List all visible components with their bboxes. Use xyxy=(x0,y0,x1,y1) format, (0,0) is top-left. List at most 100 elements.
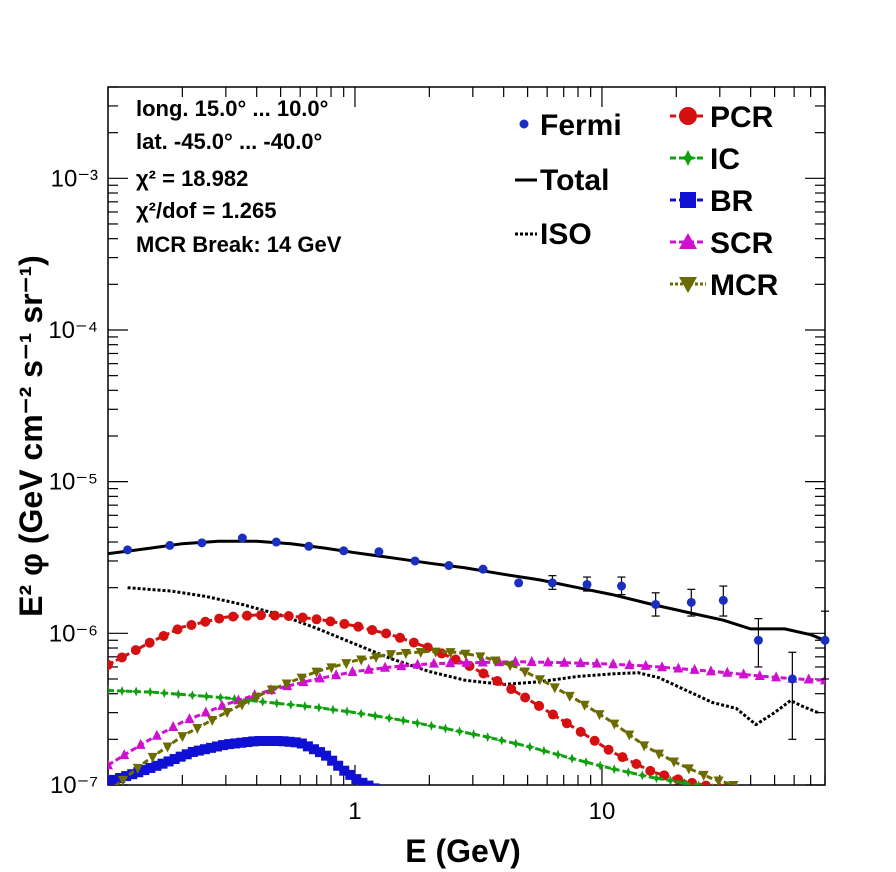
fermi-point xyxy=(444,561,454,571)
marker-ic xyxy=(108,685,113,696)
marker-ic xyxy=(159,688,170,699)
marker-br xyxy=(230,738,241,749)
marker-pcr xyxy=(547,709,558,720)
marker-pcr xyxy=(631,758,642,769)
marker-scr xyxy=(108,759,113,770)
marker-pcr xyxy=(242,610,253,621)
marker-mcr xyxy=(237,700,248,711)
marker-scr xyxy=(445,657,456,668)
marker-br xyxy=(193,745,204,756)
marker-ic xyxy=(609,764,620,775)
marker-ic xyxy=(496,735,507,746)
marker-pcr xyxy=(214,613,225,624)
marker-br xyxy=(315,747,326,758)
marker-br xyxy=(278,736,289,747)
marker-ic xyxy=(370,710,381,721)
series-layer xyxy=(108,539,825,785)
marker-ic xyxy=(538,745,549,756)
marker-scr xyxy=(168,721,179,732)
marker-pcr xyxy=(228,611,239,622)
marker-mcr xyxy=(698,770,709,781)
marker-mcr xyxy=(192,724,203,735)
marker-pcr xyxy=(283,610,294,621)
info-latitude: lat. -45.0° ... -40.0° xyxy=(136,129,322,154)
marker-br xyxy=(242,737,253,748)
fermi-point xyxy=(718,595,728,605)
marker-ic xyxy=(552,749,563,760)
marker-mcr xyxy=(207,715,218,726)
marker-scr xyxy=(689,663,700,674)
y-tick-label: 10⁻⁵ xyxy=(49,469,98,496)
marker-pcr xyxy=(645,765,656,776)
marker-ic xyxy=(271,698,282,709)
marker-scr xyxy=(184,713,195,724)
marker-mcr xyxy=(639,741,650,752)
marker-scr xyxy=(657,661,668,672)
legend-label-pcr: PCR xyxy=(710,101,774,134)
series-pcr xyxy=(108,610,724,785)
marker-scr xyxy=(298,676,309,687)
fermi-point xyxy=(478,564,488,574)
marker-mcr xyxy=(117,775,128,785)
marker-br xyxy=(321,750,332,761)
legend-symbol-ic xyxy=(670,150,706,166)
marker-mcr xyxy=(728,780,739,785)
marker-br xyxy=(163,756,174,767)
marker-scr xyxy=(200,706,211,717)
x-tick-label: 10 xyxy=(589,798,616,825)
marker-br xyxy=(369,783,380,785)
marker-br xyxy=(145,762,156,773)
marker-scr xyxy=(314,672,325,683)
marker-ic xyxy=(665,775,676,785)
marker-ic xyxy=(711,782,714,785)
marker-pcr xyxy=(158,630,169,641)
marker-ic xyxy=(524,741,535,752)
marker-pcr xyxy=(353,621,364,632)
marker-scr xyxy=(673,662,684,673)
marker-pcr xyxy=(617,752,628,763)
fermi-points xyxy=(123,533,830,740)
y-tick-label: 10⁻⁴ xyxy=(48,317,98,344)
marker-pcr xyxy=(116,652,127,663)
marker-br xyxy=(290,737,301,748)
marker-pcr xyxy=(478,668,489,679)
marker-scr xyxy=(380,661,391,672)
marker-mcr xyxy=(162,742,173,753)
y-tick-label: 10⁻⁷ xyxy=(50,772,98,799)
marker-br xyxy=(109,774,120,785)
marker-br xyxy=(175,751,186,762)
legend-label-iso: ISO xyxy=(540,218,592,251)
fermi-point xyxy=(547,578,557,588)
marker-br xyxy=(205,742,216,753)
marker-ic xyxy=(623,767,634,778)
marker-pcr xyxy=(130,645,141,656)
fermi-point xyxy=(651,599,661,609)
marker-br xyxy=(308,744,319,755)
info-longitude: long. 15.0° ... 10.0° xyxy=(136,96,328,121)
marker-ic xyxy=(117,685,128,696)
marker-ic xyxy=(145,687,156,698)
marker-ic xyxy=(637,770,648,781)
marker-scr xyxy=(640,659,651,670)
marker-mcr xyxy=(356,655,367,666)
marker-pcr xyxy=(381,628,392,639)
marker-scr xyxy=(705,665,716,676)
marker-ic xyxy=(384,713,395,724)
fermi-point xyxy=(271,537,281,547)
info-mcr-break: MCR Break: 14 GeV xyxy=(136,232,342,257)
marker-mcr xyxy=(147,752,158,763)
legend: Fermi Total ISO PCR IC BR SCR xyxy=(515,101,779,302)
marker-mcr xyxy=(624,730,635,741)
marker-ic xyxy=(694,780,703,785)
marker-pcr xyxy=(422,642,433,653)
series-mcr xyxy=(114,647,739,785)
legend-symbol-pcr xyxy=(670,107,706,125)
marker-br xyxy=(345,769,356,780)
marker-pcr xyxy=(325,616,336,627)
marker-pcr xyxy=(255,610,266,621)
marker-pcr xyxy=(172,624,183,635)
marker-br xyxy=(181,749,192,760)
marker-scr xyxy=(461,656,472,667)
legend-symbol-br xyxy=(670,192,706,208)
marker-mcr xyxy=(475,652,486,663)
